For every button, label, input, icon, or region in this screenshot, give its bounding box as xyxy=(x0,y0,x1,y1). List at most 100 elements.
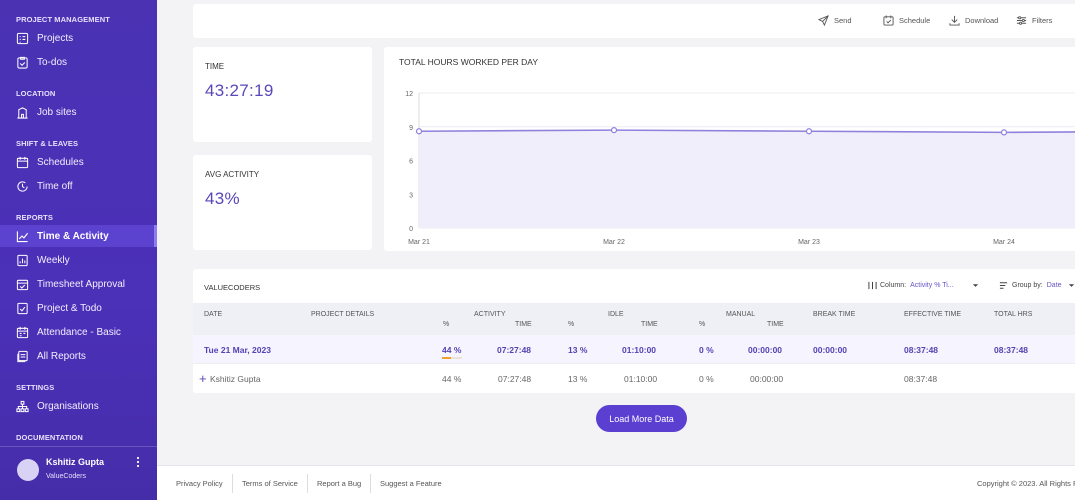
data-point xyxy=(610,127,618,134)
timesheet-icon xyxy=(16,278,29,291)
calendar-icon xyxy=(16,156,29,169)
sidebar-item-attendance-basic[interactable]: Attendance - Basic xyxy=(0,321,157,343)
sidebar-item-job-sites[interactable]: Job sites xyxy=(0,101,157,123)
row-user-idle-pct: 13 % xyxy=(568,374,588,384)
column-selector[interactable]: Column: Activity % Ti... xyxy=(868,281,979,290)
sidebar-item-project-todo[interactable]: Project & Todo xyxy=(0,297,157,319)
download-icon xyxy=(949,15,960,26)
group-by-selector[interactable]: Group by: Date xyxy=(999,281,1075,290)
avg-activity-label: AVG ACTIVITY xyxy=(205,170,260,179)
sidebar-item-label: Schedules xyxy=(37,156,84,168)
sidebar-item-timesheet-approval[interactable]: Timesheet Approval xyxy=(0,273,157,295)
table-row-user[interactable]: + Kshitiz Gupta 44 % 07:27:48 13 % 01:10… xyxy=(193,363,1075,391)
header-idle[interactable]: IDLE xyxy=(608,311,624,318)
group-label: Group by: xyxy=(1012,282,1043,289)
download-label: Download xyxy=(965,16,999,25)
sidebar-item-label: Job sites xyxy=(37,106,77,118)
row-manual-pct: 0 % xyxy=(699,345,714,355)
todo-icon xyxy=(16,56,29,69)
schedule-button[interactable]: Schedule xyxy=(883,15,930,26)
row-idle-pct: 13 % xyxy=(568,345,588,355)
suggest-feature-link[interactable]: Suggest a Feature xyxy=(380,479,442,488)
header-break-time[interactable]: BREAK TIME xyxy=(813,311,856,318)
send-icon xyxy=(818,15,829,26)
sidebar-item-all-reports[interactable]: All Reports xyxy=(0,345,157,367)
report-table-card: VALUECODERS Column: Activity % Ti... Gro… xyxy=(193,269,1075,393)
chart-title: TOTAL HOURS WORKED PER DAY xyxy=(399,57,539,67)
user-organisation: ValueCoders xyxy=(46,473,86,480)
footer-divider xyxy=(370,474,371,493)
series-area xyxy=(419,130,1075,228)
header-activity[interactable]: ACTIVITY xyxy=(474,311,506,318)
load-more-button[interactable]: Load More Data xyxy=(596,405,687,432)
sidebar-item-label: Organisations xyxy=(37,400,99,412)
sidebar-item-label: Attendance - Basic xyxy=(37,326,121,338)
filters-label: Filters xyxy=(1032,16,1053,25)
avatar xyxy=(17,459,39,481)
column-label: Column: xyxy=(880,282,907,289)
sidebar-item-label: All Reports xyxy=(37,350,86,362)
row-idle-time: 01:10:00 xyxy=(622,345,657,355)
hours-chart-card: TOTAL HOURS WORKED PER DAY 0 3 6 9 12 Mar 21 M… xyxy=(384,47,1075,251)
row-manual-time: 00:00:00 xyxy=(748,345,783,355)
building-icon xyxy=(16,106,29,119)
data-point xyxy=(805,128,813,135)
expand-plus-icon[interactable]: + xyxy=(199,371,207,386)
filters-button[interactable]: Filters xyxy=(1016,15,1052,26)
report-bug-link[interactable]: Report a Bug xyxy=(317,479,362,488)
header-date[interactable]: DATE xyxy=(204,311,223,318)
header-idle-time: TIME xyxy=(641,321,658,328)
activity-pct-value: 44 % xyxy=(442,345,462,355)
x-tick-label: Mar 23 xyxy=(798,239,820,246)
header-manual-pct: % xyxy=(699,321,706,328)
columns-icon xyxy=(868,281,877,290)
activity-stat-card: AVG ACTIVITY 43% xyxy=(193,155,372,250)
x-tick-label: Mar 24 xyxy=(993,239,1015,246)
checklist-icon xyxy=(16,302,29,315)
header-total-hrs[interactable]: TOTAL HRS xyxy=(994,311,1033,318)
line-chart-icon xyxy=(16,230,29,243)
header-manual[interactable]: MANUAL xyxy=(726,311,756,318)
header-effective-time[interactable]: EFFECTIVE TIME xyxy=(904,311,962,318)
y-tick-label: 6 xyxy=(409,159,413,166)
download-button[interactable]: Download xyxy=(949,15,998,26)
user-name: Kshitiz Gupta xyxy=(46,457,104,467)
time-off-icon xyxy=(16,180,29,193)
header-activity-pct: % xyxy=(443,321,450,328)
table-row-date[interactable]: Tue 21 Mar, 2023 44 % 07:27:48 13 % 01:1… xyxy=(193,335,1075,363)
more-options-icon[interactable] xyxy=(135,455,141,472)
sidebar-item-weekly[interactable]: Weekly xyxy=(0,249,157,271)
terms-link[interactable]: Terms of Service xyxy=(242,479,298,488)
sidebar-item-label: Time & Activity xyxy=(37,230,109,242)
sidebar-item-time-off[interactable]: Time off xyxy=(0,175,157,197)
sidebar-item-schedules[interactable]: Schedules xyxy=(0,151,157,173)
send-button[interactable]: Send xyxy=(818,15,852,26)
sidebar: PROJECT MANAGEMENT Projects To-dos LOCAT… xyxy=(0,0,157,500)
row-effective-time: 08:37:48 xyxy=(904,345,939,355)
section-title-settings: SETTINGS xyxy=(16,383,55,392)
sidebar-item-projects[interactable]: Projects xyxy=(0,27,157,49)
user-profile[interactable]: Kshitiz Gupta ValueCoders xyxy=(0,446,157,500)
reports-icon xyxy=(16,350,29,363)
x-tick-label: Mar 21 xyxy=(408,239,430,246)
sidebar-item-time-activity[interactable]: Time & Activity xyxy=(0,225,157,247)
sidebar-item-todos[interactable]: To-dos xyxy=(0,51,157,73)
table-header: DATE PROJECT DETAILS ACTIVITY % TIME IDL… xyxy=(193,303,1075,335)
group-value: Date xyxy=(1046,282,1062,289)
sidebar-item-label: Project & Todo xyxy=(37,302,102,314)
row-break-time: 00:00:00 xyxy=(813,345,848,355)
section-title-shift-leaves: SHIFT & LEAVES xyxy=(16,139,79,148)
privacy-policy-link[interactable]: Privacy Policy xyxy=(176,479,223,488)
section-title-reports: REPORTS xyxy=(16,213,53,222)
projects-icon xyxy=(16,32,29,45)
row-total-hrs: 08:37:48 xyxy=(994,345,1029,355)
avg-activity-value: 43% xyxy=(205,189,240,208)
y-tick-label: 12 xyxy=(405,91,413,98)
sidebar-item-label: Timesheet Approval xyxy=(37,278,126,290)
section-title-documentation: DOCUMENTATION xyxy=(16,433,83,442)
copyright-text: Copyright © 2023. All Rights Reserved xyxy=(977,479,1075,488)
chevron-down-icon xyxy=(1068,284,1074,287)
row-user-idle-time: 01:10:00 xyxy=(624,374,658,384)
header-project-details[interactable]: PROJECT DETAILS xyxy=(311,311,375,318)
sidebar-item-organisations[interactable]: Organisations xyxy=(0,395,157,417)
